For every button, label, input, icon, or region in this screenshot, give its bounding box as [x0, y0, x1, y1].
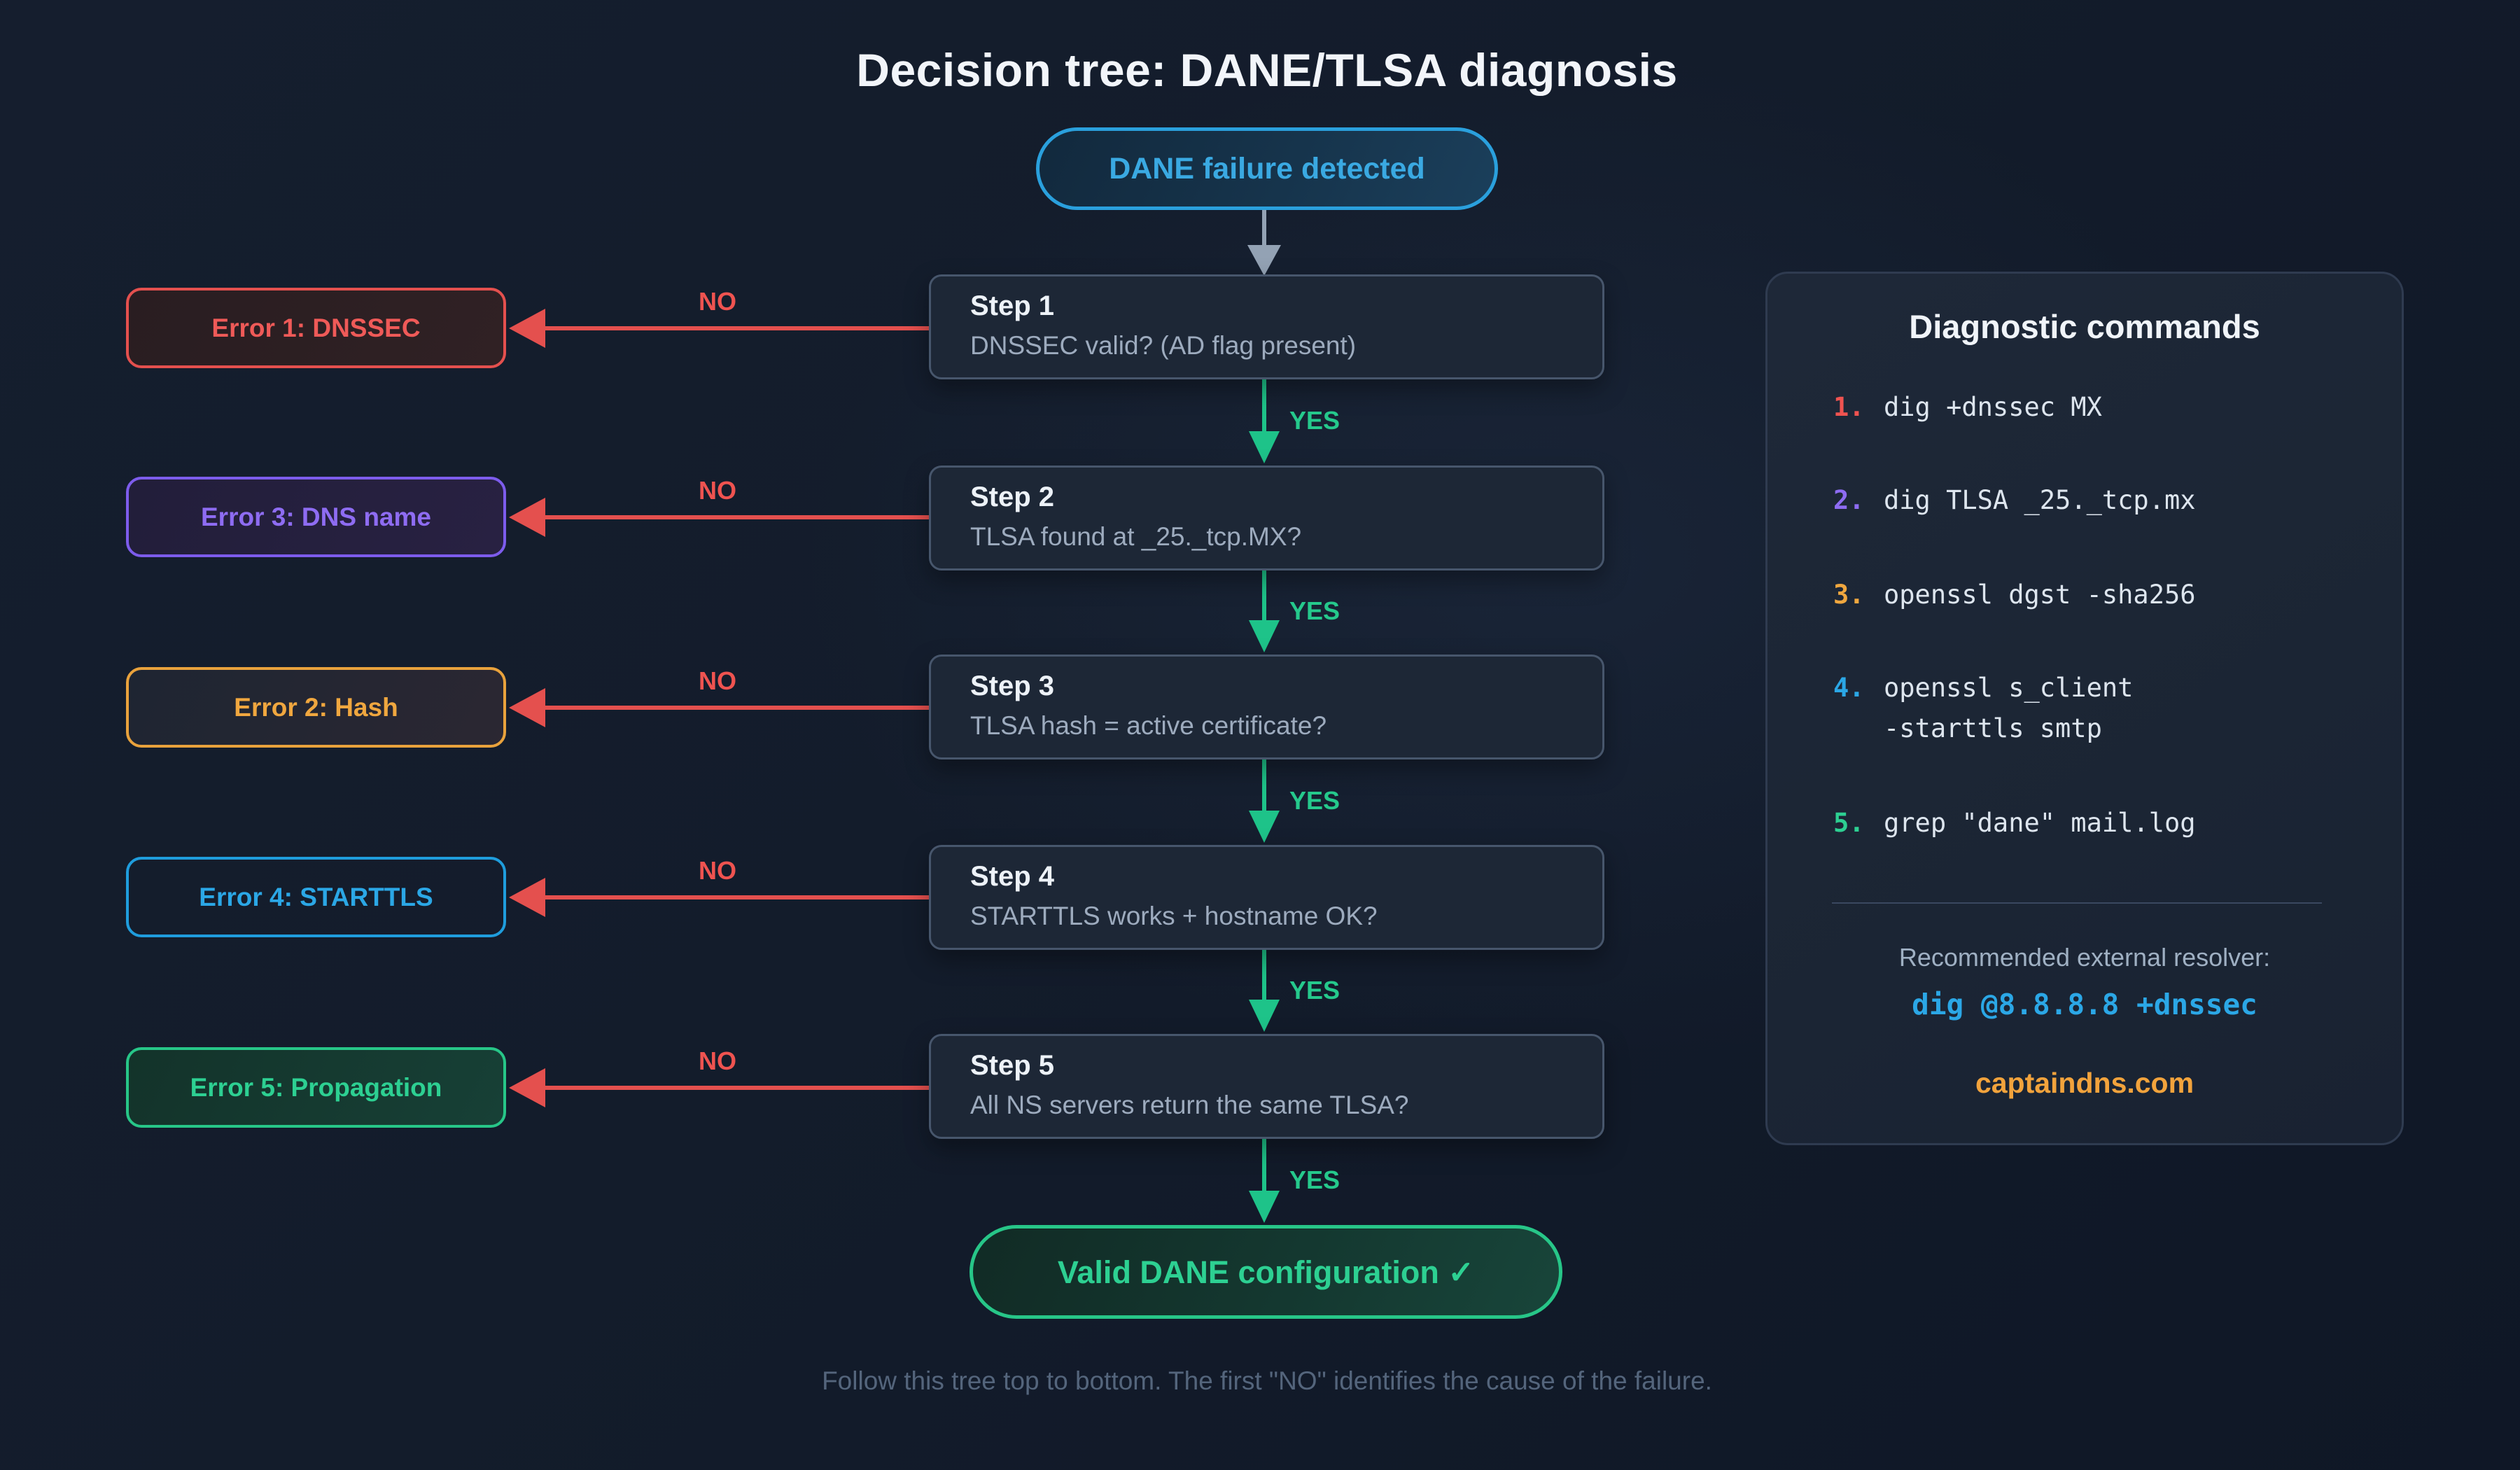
command-4-text: openssl s_client [1884, 673, 2134, 703]
arrow-start-to-step1 [1247, 210, 1281, 276]
no-label-4: NO [699, 856, 736, 885]
step-5-node: Step 5 All NS servers return the same TL… [929, 1034, 1604, 1139]
step-3-title: Step 3 [970, 671, 1055, 701]
start-node: DANE failure detected [1036, 127, 1498, 210]
command-item-1: 1. dig +dnssec MX [1833, 391, 2102, 424]
command-3-text: openssl dgst -sha256 [1884, 580, 2196, 610]
step-2-title: Step 2 [970, 482, 1055, 512]
resolver-command: dig @8.8.8.8 +dnssec [1912, 988, 2258, 1021]
command-item-2: 2. dig TLSA _25._tcp.mx [1833, 484, 2196, 517]
arrow-step4-to-step5 [1249, 950, 1280, 1032]
end-node: Valid DANE configuration ✓ [969, 1225, 1562, 1319]
command-1-number: 1. [1833, 392, 1865, 422]
error-2-hash-node: Error 2: Hash [126, 667, 506, 748]
step-1-title: Step 1 [970, 290, 1055, 321]
error-4-starttls-node: Error 4: STARTTLS [126, 857, 506, 937]
error-5-propagation-node: Error 5: Propagation [126, 1047, 506, 1128]
step-5-question: All NS servers return the same TLSA? [970, 1091, 1409, 1119]
no-label-3: NO [699, 666, 736, 695]
yes-label-3: YES [1289, 786, 1340, 815]
step-3-question: TLSA hash = active certificate? [970, 711, 1327, 740]
no-label-2: NO [699, 476, 736, 505]
command-2-number: 2. [1833, 485, 1865, 515]
arrow-step3-to-error2 [509, 688, 931, 727]
step-4-question: STARTTLS works + hostname OK? [970, 902, 1378, 930]
yes-label-4: YES [1289, 976, 1340, 1004]
page-title: Decision tree: DANE/TLSA diagnosis [856, 44, 1678, 96]
error-3-dns-name-node: Error 3: DNS name [126, 477, 506, 557]
error-1-dnssec-node: Error 1: DNSSEC [126, 288, 506, 368]
panel-divider [1832, 902, 2322, 904]
command-item-3: 3. openssl dgst -sha256 [1833, 578, 2196, 612]
command-5-text: grep "dane" mail.log [1884, 808, 2196, 838]
brand-link[interactable]: captaindns.com [1975, 1067, 2194, 1099]
step-2-node: Step 2 TLSA found at _25._tcp.MX? [929, 465, 1604, 570]
diagnostic-commands-panel: Diagnostic commands 1. dig +dnssec MX 2. d… [1765, 272, 2404, 1145]
arrow-step1-to-error1 [509, 309, 931, 348]
command-2-text: dig TLSA _25._tcp.mx [1884, 485, 2196, 515]
command-4-text-line2: -starttls smtp [1884, 713, 2102, 743]
arrow-step3-to-step4 [1249, 760, 1280, 843]
footer-note: Follow this tree top to bottom. The firs… [822, 1366, 1712, 1395]
end-node-label: Valid DANE configuration ✓ [1057, 1254, 1475, 1290]
command-item-5: 5. grep "dane" mail.log [1833, 806, 2196, 840]
arrow-step4-to-error4 [509, 878, 931, 917]
command-4-number: 4. [1833, 673, 1865, 703]
command-item-4: 4. openssl s_client -starttls smtp [1833, 671, 2133, 746]
step-4-title: Step 4 [970, 861, 1055, 892]
arrow-step2-to-error3 [509, 498, 931, 537]
yes-label-5: YES [1289, 1166, 1340, 1194]
step-4-node: Step 4 STARTTLS works + hostname OK? [929, 845, 1604, 950]
command-5-number: 5. [1833, 808, 1865, 838]
arrow-step1-to-step2 [1249, 379, 1280, 463]
yes-label-1: YES [1289, 406, 1340, 435]
step-1-node: Step 1 DNSSEC valid? (AD flag present) [929, 274, 1604, 379]
arrow-step5-to-end [1249, 1139, 1280, 1223]
panel-title: Diagnostic commands [1909, 308, 2260, 345]
step-5-title: Step 5 [970, 1050, 1055, 1081]
arrow-step2-to-step3 [1249, 570, 1280, 652]
no-label-1: NO [699, 287, 736, 316]
start-node-label: DANE failure detected [1109, 151, 1425, 186]
command-1-text: dig +dnssec MX [1884, 392, 2102, 422]
step-3-node: Step 3 TLSA hash = active certificate? [929, 654, 1604, 760]
yes-label-2: YES [1289, 596, 1340, 625]
resolver-label: Recommended external resolver: [1898, 943, 2271, 972]
no-label-5: NO [699, 1046, 736, 1075]
arrow-step5-to-error5 [509, 1068, 931, 1107]
step-2-question: TLSA found at _25._tcp.MX? [970, 522, 1302, 551]
command-3-number: 3. [1833, 580, 1865, 610]
step-1-question: DNSSEC valid? (AD flag present) [970, 331, 1357, 360]
